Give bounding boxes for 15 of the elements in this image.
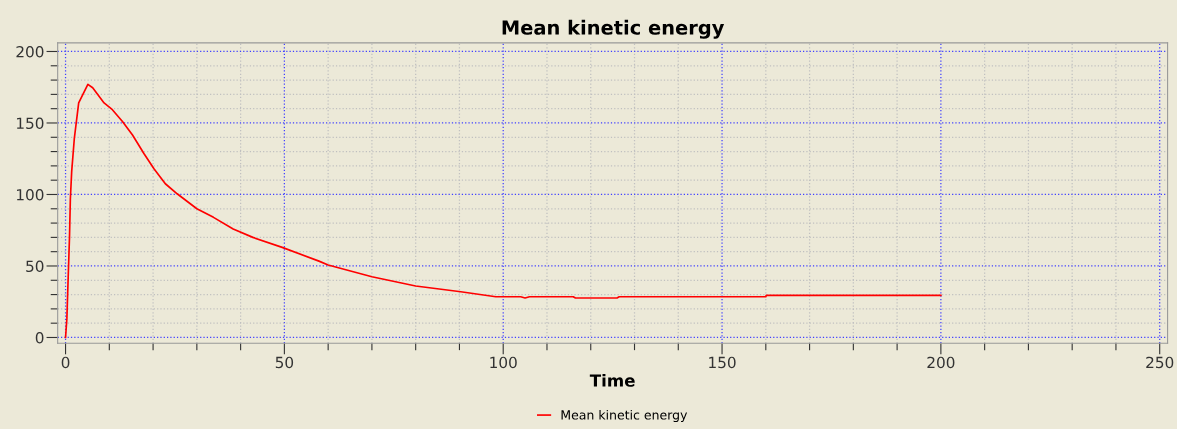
y-tick-label: 100 [17,188,44,201]
y-tick-label: 0 [35,331,44,344]
chart-title: Mean kinetic energy [502,19,725,39]
legend-label: Mean kinetic energy [561,409,688,423]
y-tick-label: 150 [17,117,44,129]
y-tick-label: 50 [26,260,44,272]
x-tick-label: 200 [927,356,955,369]
x-tick-label: 250 [1146,356,1174,369]
x-tick-label: 150 [709,356,736,369]
x-tick-label: 0 [61,356,70,369]
x-tick-label: 50 [275,356,294,369]
y-tick-label: 200 [16,45,44,58]
x-axis-title: Time [589,373,635,387]
line-series [64,83,942,339]
x-tick-label: 100 [490,356,517,369]
